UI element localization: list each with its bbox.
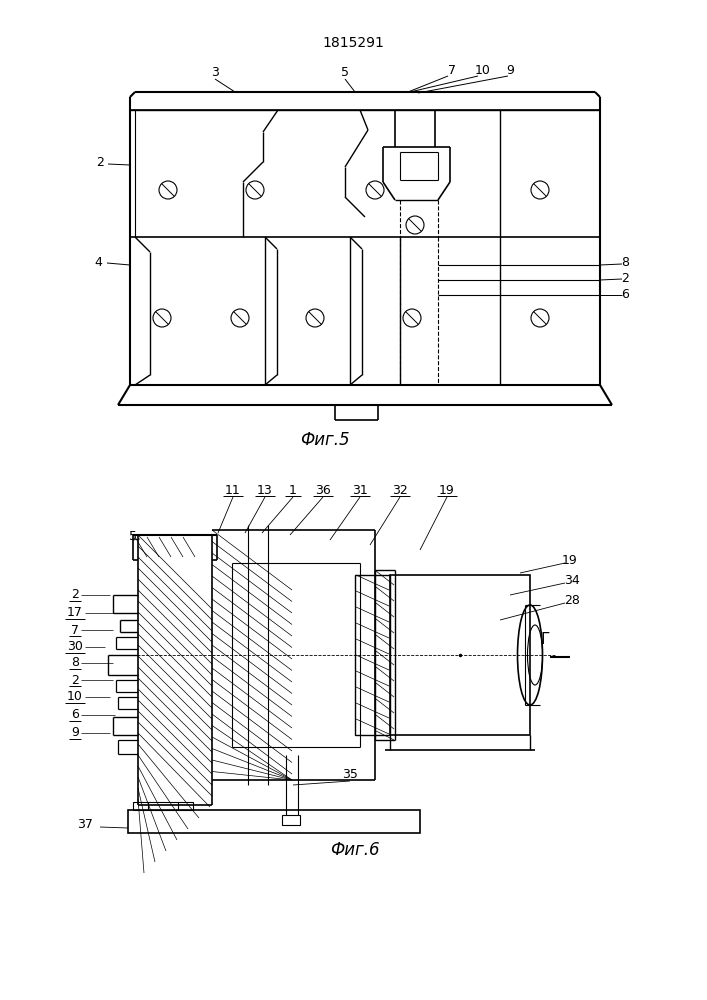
Text: 3: 3 (211, 66, 219, 80)
Text: 1: 1 (289, 484, 297, 496)
Text: 28: 28 (564, 593, 580, 606)
Text: 7: 7 (71, 624, 79, 637)
Text: 9: 9 (71, 726, 79, 740)
Text: 30: 30 (67, 641, 83, 654)
Text: Фиг.6: Фиг.6 (330, 841, 380, 859)
Text: 9: 9 (506, 64, 514, 77)
Bar (282, 815, 300, 825)
Bar (133, 802, 193, 810)
Text: 11: 11 (225, 484, 241, 496)
Text: 19: 19 (562, 554, 578, 566)
Text: 10: 10 (475, 64, 491, 77)
Bar (128, 810, 420, 833)
Text: 6: 6 (621, 288, 629, 302)
Bar (395, 580, 525, 730)
Text: 31: 31 (352, 484, 368, 496)
Text: 35: 35 (342, 768, 358, 782)
Text: 8: 8 (621, 255, 629, 268)
Text: 19: 19 (439, 484, 455, 496)
Text: 2: 2 (96, 156, 104, 169)
Text: 2: 2 (621, 271, 629, 284)
Text: Фиг.5: Фиг.5 (300, 431, 350, 449)
Text: 2: 2 (71, 674, 79, 686)
Text: 4: 4 (94, 255, 102, 268)
Text: 17: 17 (67, 606, 83, 619)
Bar (355, 575, 390, 735)
Bar (232, 563, 360, 747)
Text: 10: 10 (67, 690, 83, 704)
Text: 2: 2 (71, 588, 79, 601)
Text: 1815291: 1815291 (322, 36, 384, 50)
Bar (390, 575, 530, 735)
Text: 7: 7 (448, 64, 456, 77)
Text: Г: Г (540, 633, 549, 648)
Text: 32: 32 (392, 484, 408, 496)
Text: 13: 13 (257, 484, 273, 496)
Text: 37: 37 (77, 818, 93, 832)
Text: 36: 36 (315, 484, 331, 496)
Text: 8: 8 (71, 656, 79, 670)
Text: 5: 5 (341, 66, 349, 80)
Text: 5: 5 (129, 530, 137, 544)
Text: 6: 6 (71, 708, 79, 722)
Text: 34: 34 (564, 574, 580, 586)
